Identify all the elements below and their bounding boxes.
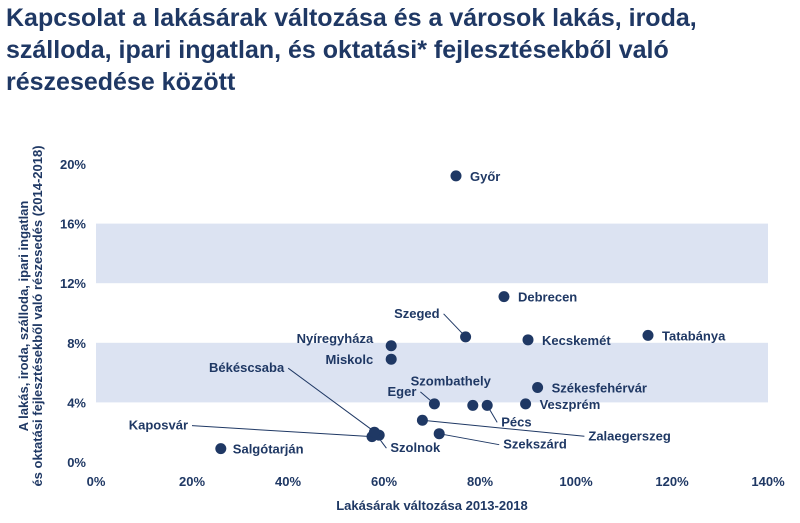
x-tick-label: 20% <box>179 474 205 489</box>
y-tick-label: 20% <box>60 157 86 172</box>
chart-title: Kapcsolat a lakásárak változása és a vár… <box>6 4 697 96</box>
x-axis-ticks: 0% 20% 40% 60% 80% 100% 120% 140% <box>87 474 785 489</box>
point-szolnok <box>368 426 380 438</box>
x-tick-label: 60% <box>371 474 397 489</box>
label-zalaegerszeg: Zalaegerszeg <box>588 428 670 443</box>
x-tick-label: 140% <box>751 474 785 489</box>
label-tatabanya: Tatabánya <box>662 328 726 343</box>
label-nyiregyhaza: Nyíregyháza <box>297 331 374 346</box>
plot-band <box>96 223 768 284</box>
x-tick-label: 120% <box>655 474 689 489</box>
label-miskolc: Miskolc <box>326 352 374 367</box>
label-bekescsaba: Békéscsaba <box>209 360 285 375</box>
point-debrecen <box>498 291 510 303</box>
plot-bands <box>96 223 768 403</box>
point-tatabanya <box>642 329 654 341</box>
data-labels: Győr Debrecen Szeged Kecskemét Tatabánya Nyír… <box>129 169 726 457</box>
label-kaposvar: Kaposvár <box>129 418 188 433</box>
y-tick-label: 12% <box>60 276 86 291</box>
y-tick-label: 8% <box>67 336 86 351</box>
label-szolnok: Szolnok <box>390 440 441 455</box>
label-szombathely: Szombathely <box>411 373 492 388</box>
x-tick-label: 80% <box>467 474 493 489</box>
point-szekesfehervar <box>532 382 544 393</box>
point-gyor <box>450 170 462 182</box>
plot-band <box>96 342 768 403</box>
leader-lines <box>191 313 585 449</box>
label-szekesfehervar: Székesfehérvár <box>552 381 647 396</box>
y-axis-title: A lakás, iroda, szálloda, ipari ingatlan… <box>16 145 45 486</box>
leader-line <box>287 367 380 436</box>
point-szeged <box>460 331 472 343</box>
x-axis-title: Lakásárak változása 2013-2018 <box>336 498 528 513</box>
point-zalaegerszeg <box>416 414 428 426</box>
label-salgotarjan: Salgótarján <box>233 442 304 457</box>
y-tick-label: 4% <box>67 395 86 410</box>
leader-line <box>191 425 373 438</box>
label-gyor: Győr <box>470 169 500 184</box>
point-veszprem <box>520 398 532 410</box>
label-szeged: Szeged <box>394 306 440 321</box>
x-tick-label: 100% <box>559 474 593 489</box>
point-szekszard <box>433 428 445 440</box>
label-debrecen: Debrecen <box>518 290 577 305</box>
label-kecskemet: Kecskemét <box>542 333 611 348</box>
point-miskolc <box>385 353 397 365</box>
leader-line <box>439 433 500 446</box>
point-pecs <box>481 399 493 411</box>
point-szombathely <box>467 399 479 411</box>
y-axis-ticks: 0% 4% 8% 12% 16% 20% <box>60 157 86 470</box>
data-points <box>215 170 654 455</box>
label-veszprem: Veszprém <box>540 397 601 412</box>
x-tick-label: 0% <box>87 474 106 489</box>
label-pecs: Pécs <box>501 414 531 429</box>
point-salgotarjan <box>215 443 227 455</box>
leader-line <box>422 419 585 437</box>
y-tick-label: 0% <box>67 455 86 470</box>
x-tick-label: 40% <box>275 474 301 489</box>
point-eger <box>428 398 440 410</box>
label-eger: Eger <box>387 384 416 399</box>
point-nyiregyhaza <box>385 340 397 352</box>
label-szekszard: Szekszárd <box>503 437 567 452</box>
point-kecskemet <box>522 334 534 346</box>
y-tick-label: 16% <box>60 217 86 232</box>
